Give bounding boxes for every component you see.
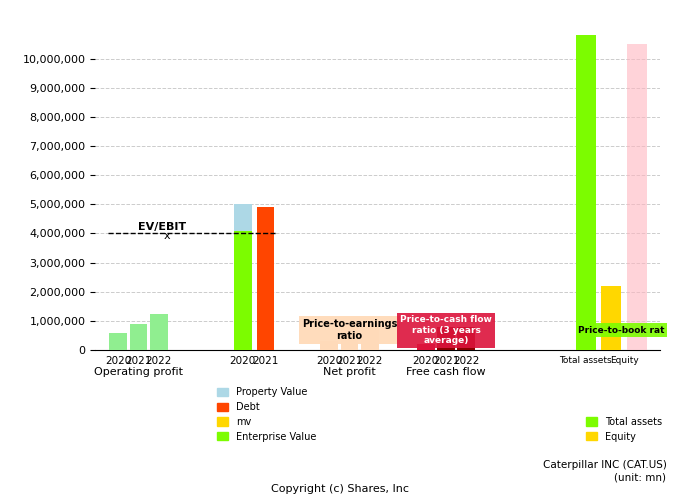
Text: 2021: 2021	[252, 356, 279, 366]
Text: 2020: 2020	[316, 356, 342, 366]
Text: Price-to-earnings
ratio: Price-to-earnings ratio	[302, 320, 397, 341]
Bar	[626, 44, 647, 350]
Legend: Total assets, Equity: Total assets, Equity	[581, 413, 666, 446]
Bar	[601, 286, 622, 350]
Text: Operating profit: Operating profit	[94, 368, 183, 378]
Text: Total assets: Total assets	[560, 356, 612, 366]
Text: 2021: 2021	[336, 356, 362, 366]
Bar	[437, 326, 455, 350]
Text: 2020: 2020	[230, 356, 256, 366]
Text: Copyright (c) Shares, Inc: Copyright (c) Shares, Inc	[271, 484, 409, 494]
Text: 2020: 2020	[413, 356, 439, 366]
Text: 2022: 2022	[356, 356, 383, 366]
Bar	[320, 342, 338, 350]
Bar	[361, 324, 379, 350]
Text: Net profit: Net profit	[323, 368, 376, 378]
Text: Price-to-cash flow
ratio (3 years
average): Price-to-cash flow ratio (3 years averag…	[400, 316, 492, 345]
Text: 2020: 2020	[105, 356, 131, 366]
Bar	[256, 208, 275, 350]
Text: 2022: 2022	[453, 356, 479, 366]
Bar	[341, 324, 358, 350]
Bar	[417, 344, 435, 350]
Bar	[458, 326, 475, 350]
Text: 2021: 2021	[125, 356, 152, 366]
Bar	[234, 204, 252, 231]
Text: Equity: Equity	[610, 356, 639, 366]
Text: Free cash flow: Free cash flow	[406, 368, 486, 378]
Bar	[109, 332, 127, 350]
Text: Price-to-book rat: Price-to-book rat	[578, 326, 665, 334]
Bar	[576, 36, 596, 350]
Text: Caterpillar INC (CAT.US)
(unit: mn): Caterpillar INC (CAT.US) (unit: mn)	[543, 460, 666, 482]
Text: EV/EBIT: EV/EBIT	[139, 222, 186, 232]
Bar	[234, 230, 252, 350]
Bar	[129, 324, 148, 350]
Text: 2022: 2022	[146, 356, 172, 366]
Text: x: x	[164, 230, 171, 240]
Bar	[150, 314, 168, 350]
Text: 2021: 2021	[433, 356, 459, 366]
